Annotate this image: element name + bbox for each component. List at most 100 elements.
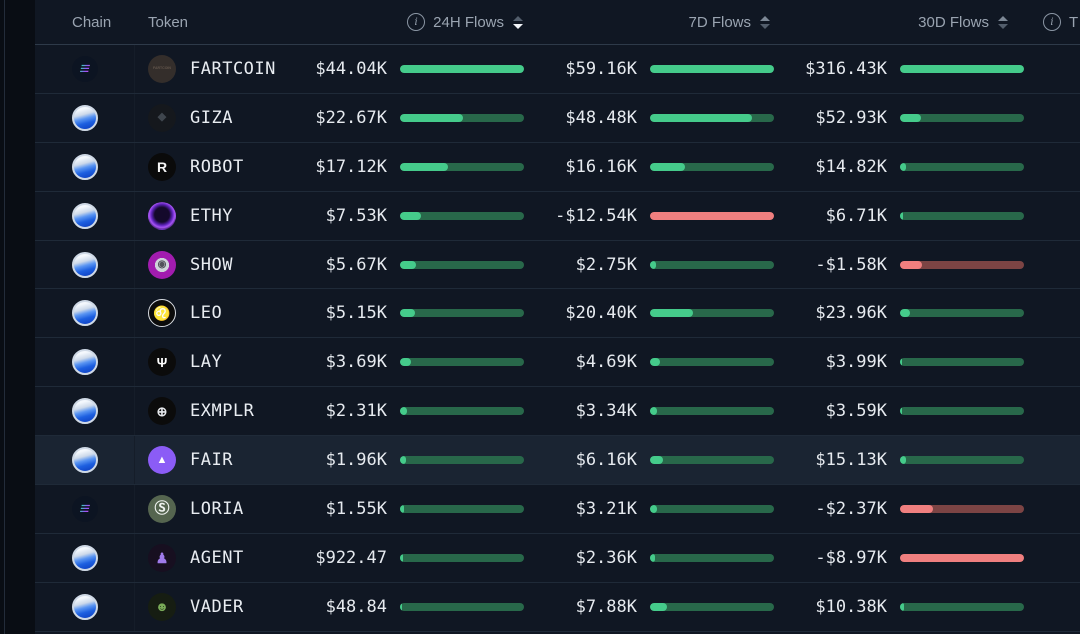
token-cell[interactable]: ETHY [135,192,303,240]
token-cell[interactable]: ▲ FAIR [135,436,303,484]
flow-24h-value: $44.04K [315,58,387,79]
table-row[interactable]: R ROBOT $17.12K $16.16K $14.82K [35,142,1080,192]
token-name: LORIA [190,498,244,519]
flow-30d-bar [887,504,1027,513]
token-icon-glyph: Ⓢ [154,500,170,518]
table-row[interactable]: ◆ GIZA $22.67K $48.48K $52.93K [35,93,1080,143]
chain-icon [71,544,98,571]
table-header: Chain Token i 24H Flows 7D Flows 30D Flo… [35,0,1080,45]
token-cell[interactable]: ♟ AGENT [135,534,303,582]
flow-7d-value: $6.16K [575,450,637,471]
sort-asc-icon [760,15,770,21]
sort-desc-icon [760,23,770,29]
table-row[interactable]: ☻ VADER $48.84 $7.88K $10.38K [35,582,1080,632]
table-row[interactable]: ♟ AGENT $922.47 $2.36K -$8.97K [35,533,1080,583]
left-rail-divider [4,0,5,634]
flow-24h-bar [387,456,527,465]
sort-asc-icon [998,15,1008,21]
flow-30d-value: $3.99K [825,352,887,373]
info-icon[interactable]: i [1043,13,1061,31]
token-icon-glyph: ◆ [157,111,167,124]
flow-30d-value: $15.13K [815,450,887,471]
column-header-24h-flows[interactable]: i 24H Flows [303,13,527,31]
flow-7d-value: $4.69K [575,352,637,373]
flow-bar-track [900,553,1024,562]
sort-control-24h[interactable] [513,15,523,29]
chain-cell: ≡ [35,485,135,533]
flow-bar-track [650,162,774,171]
token-name: LAY [190,352,223,373]
chain-icon [71,349,98,376]
flow-7d-bar [637,64,777,73]
flow-7d-value: $3.21K [575,498,637,519]
token-cell[interactable]: ♌ LEO [135,289,303,337]
table-row[interactable]: ♌ LEO $5.15K $20.40K $23.96K [35,289,1080,339]
sort-asc-icon [513,15,523,21]
flow-bar-track [650,553,774,562]
flow-30d-bar [887,64,1027,73]
flow-bar-fill [650,260,657,269]
table-row[interactable]: ≡ Ⓢ LORIA $1.55K $3.21K -$2.37K [35,485,1080,534]
flow-bar-track [650,113,774,122]
flow-bar-fill [900,162,907,171]
chain-cell [35,533,135,582]
token-cell[interactable]: FARTCOIN FARTCOIN [135,45,303,93]
flow-bar-fill [900,504,934,513]
table-row[interactable]: ETHY $7.53K -$12.54K $6.71K [35,191,1080,241]
flow-bar-fill [400,309,415,318]
token-cell[interactable]: ⊕ EXMPLR [135,387,303,435]
flow-bar-track [900,162,1024,171]
sort-control-7d[interactable] [760,15,770,29]
flow-bar-track [400,211,524,220]
token-name: ETHY [190,205,233,226]
token-flows-table: Chain Token i 24H Flows 7D Flows 30D Flo… [35,0,1080,634]
flow-24h-bar [387,309,527,318]
flow-24h-value: $48.84 [325,596,387,617]
flow-24h-value: $1.55K [325,498,387,519]
flow-bar-fill [900,407,902,416]
token-cell[interactable]: R ROBOT [135,143,303,191]
flow-bar-fill [400,358,411,367]
flow-30d-bar [887,162,1027,171]
column-header-24h-label: 24H Flows [433,13,504,31]
flow-bar-fill [650,64,774,73]
flow-bar-fill [400,113,464,122]
token-cell[interactable]: ◉ SHOW [135,241,303,289]
table-row[interactable]: ≡ FARTCOIN FARTCOIN $44.04K $59.16K $316… [35,45,1080,94]
info-icon[interactable]: i [407,13,426,31]
table-row[interactable]: Ψ LAY $3.69K $4.69K $3.99K [35,338,1080,388]
token-cell[interactable]: Ψ LAY [135,338,303,386]
flow-bar-track [400,309,524,318]
flow-30d-value: $23.96K [815,303,887,324]
flow-bar-fill [900,260,923,269]
flow-24h-value: $2.31K [325,401,387,422]
flow-bar-fill [400,504,405,513]
token-cell[interactable]: ☻ VADER [135,583,303,631]
token-icon-glyph: Ψ [156,354,168,370]
flow-30d-value: -$2.37K [815,498,887,519]
table-row[interactable]: ⊕ EXMPLR $2.31K $3.34K $3.59K [35,387,1080,437]
table-body: ≡ FARTCOIN FARTCOIN $44.04K $59.16K $316… [35,45,1080,632]
flow-24h-bar [387,162,527,171]
column-header-30d-flows[interactable]: 30D Flows [777,14,1027,31]
table-row[interactable]: ▲ FAIR $1.96K $6.16K $15.13K [35,436,1080,486]
flow-7d-bar [637,260,777,269]
flow-7d-bar [637,553,777,562]
token-cell[interactable]: Ⓢ LORIA [135,485,303,533]
sort-control-30d[interactable] [998,15,1008,29]
sort-desc-icon [513,23,523,29]
flow-24h-bar [387,260,527,269]
token-icon: ♟ [148,543,176,572]
column-header-30d-label: 30D Flows [918,13,989,31]
chain-icon [71,202,98,229]
token-cell[interactable]: ◆ GIZA [135,94,303,142]
table-row[interactable]: ◉ SHOW $5.67K $2.75K -$1.58K [35,240,1080,290]
flow-24h-bar [387,602,527,611]
token-name: VADER [190,596,244,617]
column-header-7d-flows[interactable]: 7D Flows [527,14,777,31]
flow-7d-value: $3.34K [575,401,637,422]
flow-30d-bar [887,456,1027,465]
flow-bar-fill [400,260,417,269]
column-header-total-flows-clipped[interactable]: i T [1027,13,1080,31]
token-name: ROBOT [190,156,244,177]
